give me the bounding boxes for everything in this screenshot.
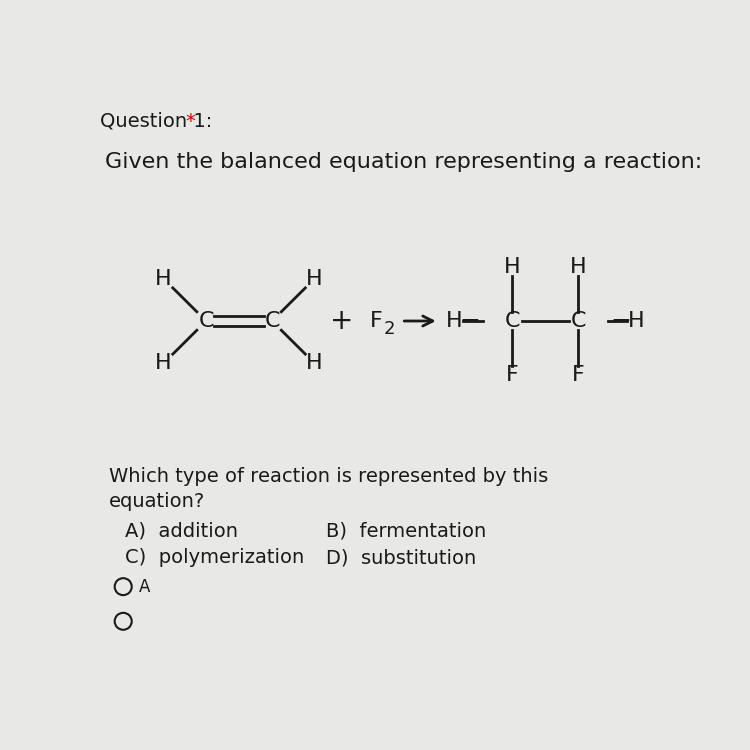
Text: A)  addition: A) addition [124, 521, 238, 540]
Text: +: + [330, 307, 353, 335]
Text: H: H [446, 311, 463, 331]
Text: A: A [139, 578, 150, 596]
Text: C: C [198, 311, 214, 331]
Text: H: H [306, 268, 323, 289]
Text: C: C [264, 311, 280, 331]
Text: 2: 2 [383, 320, 394, 338]
Text: F: F [506, 365, 519, 385]
Text: H: H [155, 268, 172, 289]
Text: F: F [370, 311, 383, 331]
Text: D)  substitution: D) substitution [326, 548, 476, 567]
Text: *: * [185, 112, 195, 130]
Text: C: C [570, 311, 586, 331]
Text: Which type of reaction is represented by this
equation?: Which type of reaction is represented by… [110, 467, 548, 512]
Text: H: H [155, 353, 172, 374]
Text: F: F [572, 365, 584, 385]
Text: H: H [570, 257, 586, 277]
Text: −: − [459, 309, 480, 333]
Text: Given the balanced equation representing a reaction:: Given the balanced equation representing… [105, 152, 703, 172]
Text: B)  fermentation: B) fermentation [326, 521, 487, 540]
Text: Question 1:: Question 1: [100, 112, 218, 130]
Text: H: H [306, 353, 323, 374]
Text: −: − [610, 309, 632, 333]
Text: C: C [505, 311, 520, 331]
Text: C)  polymerization: C) polymerization [124, 548, 304, 567]
Text: H: H [504, 257, 520, 277]
Text: H: H [628, 311, 644, 331]
